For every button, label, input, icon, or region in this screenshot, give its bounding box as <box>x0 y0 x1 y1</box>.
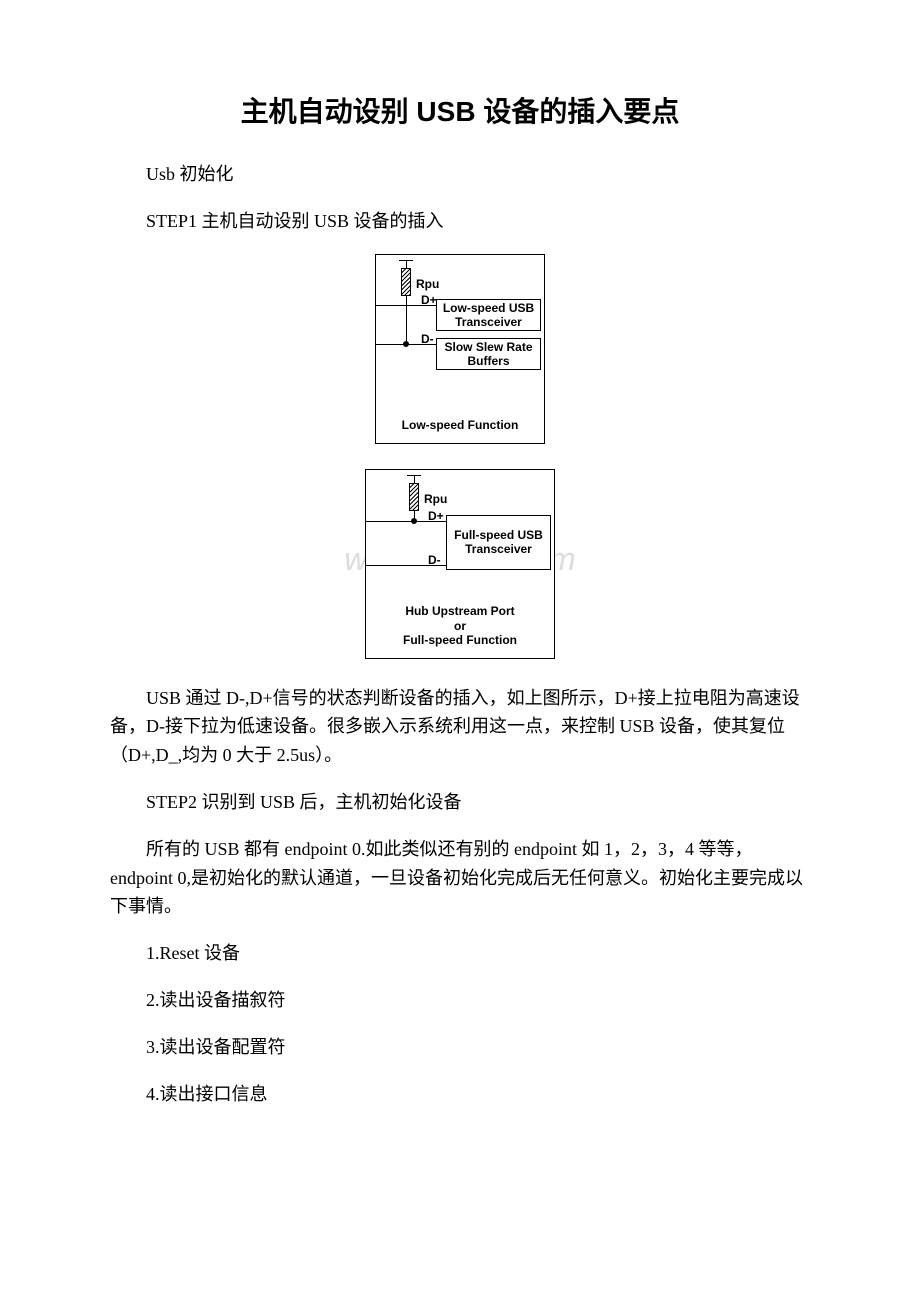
intro-text: Usb 初始化 <box>110 160 810 189</box>
dplus-label-2: D+ <box>428 509 444 523</box>
paragraph2: 所有的 USB 都有 endpoint 0.如此类似还有别的 endpoint … <box>110 835 810 921</box>
list-item-4: 4.读出接口信息 <box>110 1080 810 1109</box>
diagram1-caption: Low-speed Function <box>376 418 544 432</box>
box-line2-2: Transceiver <box>465 542 532 556</box>
diagram2-caption2: or <box>454 619 466 633</box>
paragraph1: USB 通过 D-,D+信号的状态判断设备的插入，如上图所示，D+接上拉电阻为高… <box>110 684 810 770</box>
box1-line1: Low-speed USB <box>443 301 534 315</box>
diagram2-box: Rpu D+ D- Full-speed USB Transceiver Hub… <box>365 469 555 659</box>
box2-line2: Buffers <box>467 354 509 368</box>
diagram1-container: Rpu D+ D- Low-speed USB Transceiver Slow… <box>110 254 810 449</box>
list-item-1: 1.Reset 设备 <box>110 939 810 968</box>
step2-heading: STEP2 识别到 USB 后，主机初始化设备 <box>110 788 810 817</box>
rpu-label: Rpu <box>416 277 439 291</box>
dminus-label-2: D- <box>428 553 441 567</box>
box1-line2: Transceiver <box>455 315 522 329</box>
diagram2-container: www.bdocx.com Rpu D+ D- Full-speed USB T… <box>110 469 810 664</box>
rpu-label-2: Rpu <box>424 492 447 506</box>
diagram2-caption1: Hub Upstream Port <box>405 604 514 618</box>
dminus-label: D- <box>421 332 434 346</box>
step1-heading: STEP1 主机自动设别 USB 设备的插入 <box>110 207 810 236</box>
box-line1-2: Full-speed USB <box>454 528 543 542</box>
page-title: 主机自动设别 USB 设备的插入要点 <box>110 90 810 130</box>
diagram1-box: Rpu D+ D- Low-speed USB Transceiver Slow… <box>375 254 545 444</box>
dplus-label: D+ <box>421 293 437 307</box>
list-item-3: 3.读出设备配置符 <box>110 1033 810 1062</box>
box2-line1: Slow Slew Rate <box>444 340 532 354</box>
list-item-2: 2.读出设备描叙符 <box>110 986 810 1015</box>
diagram2-caption3: Full-speed Function <box>403 633 517 647</box>
